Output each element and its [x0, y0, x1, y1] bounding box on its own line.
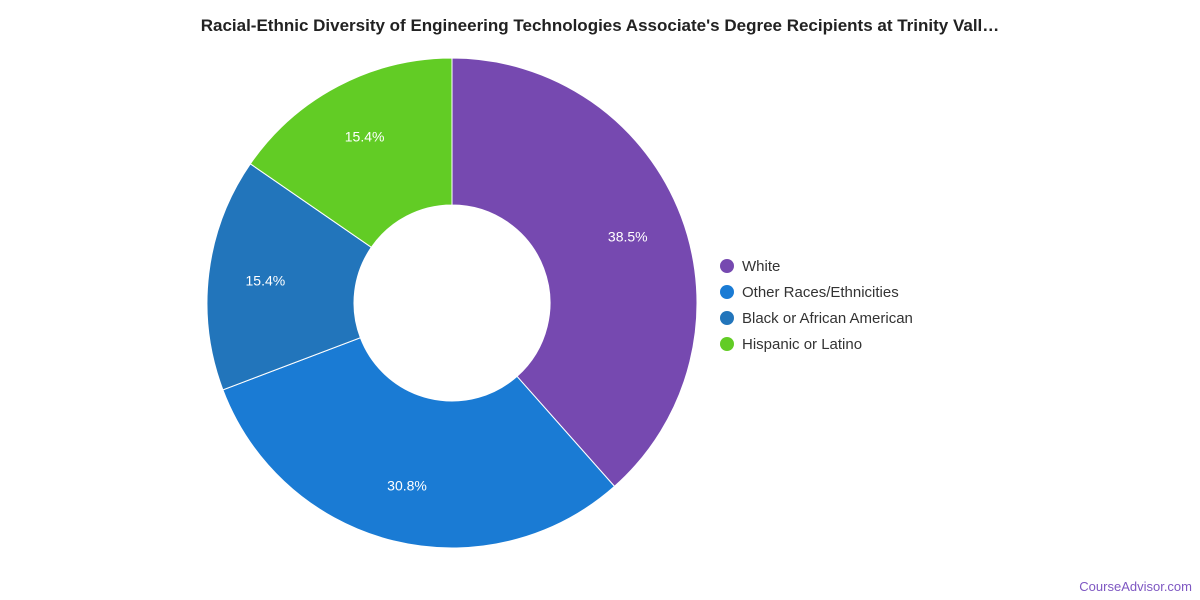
legend-label: Black or African American	[742, 309, 913, 327]
chart-title: Racial-Ethnic Diversity of Engineering T…	[200, 16, 1000, 35]
legend-label: Hispanic or Latino	[742, 335, 863, 353]
legend-label: White	[742, 257, 781, 275]
slice-hispanic-or-latino[interactable]	[249, 57, 453, 249]
legend-item-other-races[interactable]: Other Races/Ethnicities	[720, 279, 913, 305]
legend-label: Other Races/Ethnicities	[742, 283, 899, 301]
legend-swatch	[720, 311, 734, 325]
slice-white[interactable]	[451, 57, 698, 488]
footer-credit[interactable]: CourseAdvisor.com	[1079, 579, 1192, 594]
slice-other-races-ethnicities[interactable]	[222, 337, 616, 549]
legend: White Other Races/Ethnicities Black or A…	[720, 253, 913, 357]
legend-swatch	[720, 285, 734, 299]
legend-item-black[interactable]: Black or African American	[720, 305, 913, 331]
legend-swatch	[720, 259, 734, 273]
slice-label: 30.8%	[387, 478, 427, 494]
slice-label: 15.4%	[345, 129, 385, 145]
slice-label: 15.4%	[246, 272, 286, 288]
slice-black-or-african-american[interactable]	[206, 163, 373, 391]
legend-item-hispanic[interactable]: Hispanic or Latino	[720, 331, 913, 357]
slice-label: 38.5%	[608, 228, 648, 244]
legend-swatch	[720, 337, 734, 351]
legend-item-white[interactable]: White	[720, 253, 913, 279]
